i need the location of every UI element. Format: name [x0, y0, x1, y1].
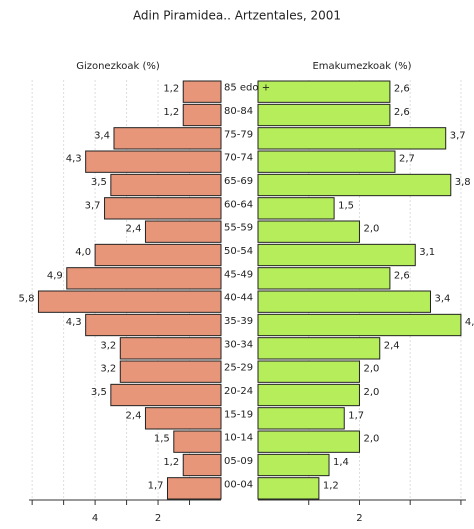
bar [110, 383, 222, 407]
category-label: 10-14 [224, 433, 253, 444]
bar [104, 197, 222, 220]
data-label: 1,5 [154, 434, 170, 445]
bar [119, 337, 222, 360]
data-label: 3,4 [94, 130, 110, 141]
bar [144, 220, 222, 243]
bar [257, 243, 416, 267]
bar [113, 127, 222, 150]
bar [182, 103, 222, 127]
category-label: 75-79 [224, 129, 253, 140]
bar [85, 150, 222, 173]
panel-title: Emakumezkoak (%) [312, 61, 411, 72]
category-label: 70-74 [224, 153, 253, 164]
bar [257, 290, 431, 313]
data-label: 2,7 [399, 154, 415, 165]
bar [257, 430, 360, 453]
bar [37, 290, 222, 313]
bar [182, 453, 222, 477]
data-label: 1,2 [163, 107, 179, 118]
data-label: 1,2 [323, 480, 339, 491]
category-label: 15-19 [224, 409, 253, 420]
data-label: 3,5 [91, 177, 107, 188]
data-label: 3,8 [455, 177, 471, 188]
bar [257, 360, 360, 383]
bar [257, 267, 391, 290]
data-label: 1,2 [163, 84, 179, 95]
category-label: 35-39 [224, 316, 253, 327]
data-label: 2,4 [126, 410, 142, 421]
bar [66, 267, 222, 290]
category-label: 80-84 [224, 106, 253, 117]
bar [257, 407, 345, 430]
bar [257, 337, 381, 360]
bar [257, 150, 396, 173]
category-label: 65-69 [224, 176, 253, 187]
data-label: 2,6 [394, 270, 410, 281]
bar [182, 80, 222, 103]
data-label: 2,0 [363, 387, 379, 398]
category-label: 50-54 [224, 246, 253, 257]
data-label: 3,5 [91, 387, 107, 398]
data-label: 2,6 [394, 107, 410, 118]
data-label: 3,2 [100, 340, 116, 351]
data-label: 3,2 [100, 364, 116, 375]
data-label: 1,4 [333, 457, 349, 468]
data-label: 1,2 [163, 457, 179, 468]
data-label: 2,6 [394, 84, 410, 95]
data-label: 4,3 [66, 317, 82, 328]
category-label: 45-49 [224, 269, 253, 280]
bar [166, 477, 222, 500]
bar [257, 453, 330, 477]
bar [94, 243, 222, 267]
x-tick-label: 4 [92, 513, 98, 524]
category-label: 60-64 [224, 199, 253, 210]
category-label: 85 edo + [224, 83, 270, 94]
bar [119, 360, 222, 383]
data-label: 3,1 [419, 247, 435, 258]
category-label: 55-59 [224, 223, 253, 234]
data-label: 3,7 [450, 130, 466, 141]
data-label: 4,0 [465, 317, 474, 328]
bar [257, 383, 360, 407]
category-label: 20-24 [224, 386, 253, 397]
data-label: 2,0 [363, 434, 379, 445]
data-label: 4,3 [66, 154, 82, 165]
category-label: 40-44 [224, 293, 253, 304]
bar [144, 407, 222, 430]
data-label: 2,0 [363, 364, 379, 375]
x-tick-label: 2 [155, 513, 161, 524]
data-label: 1,7 [148, 480, 164, 491]
bar [257, 80, 391, 103]
bar [257, 127, 447, 150]
bar [257, 477, 320, 500]
bar [257, 313, 462, 337]
category-label: 05-09 [224, 456, 253, 467]
data-label: 2,4 [384, 340, 400, 351]
data-label: 1,7 [348, 410, 364, 421]
data-label: 4,9 [47, 270, 63, 281]
data-label: 5,8 [19, 294, 35, 305]
bar [257, 197, 335, 220]
panel-title: Gizonezkoak (%) [76, 61, 160, 72]
category-label: 25-29 [224, 363, 253, 374]
bar [173, 430, 222, 453]
data-label: 2,4 [126, 224, 142, 235]
bar [85, 313, 222, 337]
data-label: 1,5 [338, 200, 354, 211]
data-label: 4,0 [75, 247, 91, 258]
bar [110, 173, 222, 197]
x-tick-label: 2 [356, 513, 362, 524]
data-label: 3,7 [85, 200, 101, 211]
bar [257, 173, 452, 197]
data-label: 2,0 [363, 224, 379, 235]
bar [257, 103, 391, 127]
chart-title: Adin Piramidea.. Artzentales, 2001 [133, 9, 341, 23]
category-label: 30-34 [224, 339, 253, 350]
bar [257, 220, 360, 243]
category-label: 00-04 [224, 479, 253, 490]
data-label: 3,4 [434, 294, 450, 305]
